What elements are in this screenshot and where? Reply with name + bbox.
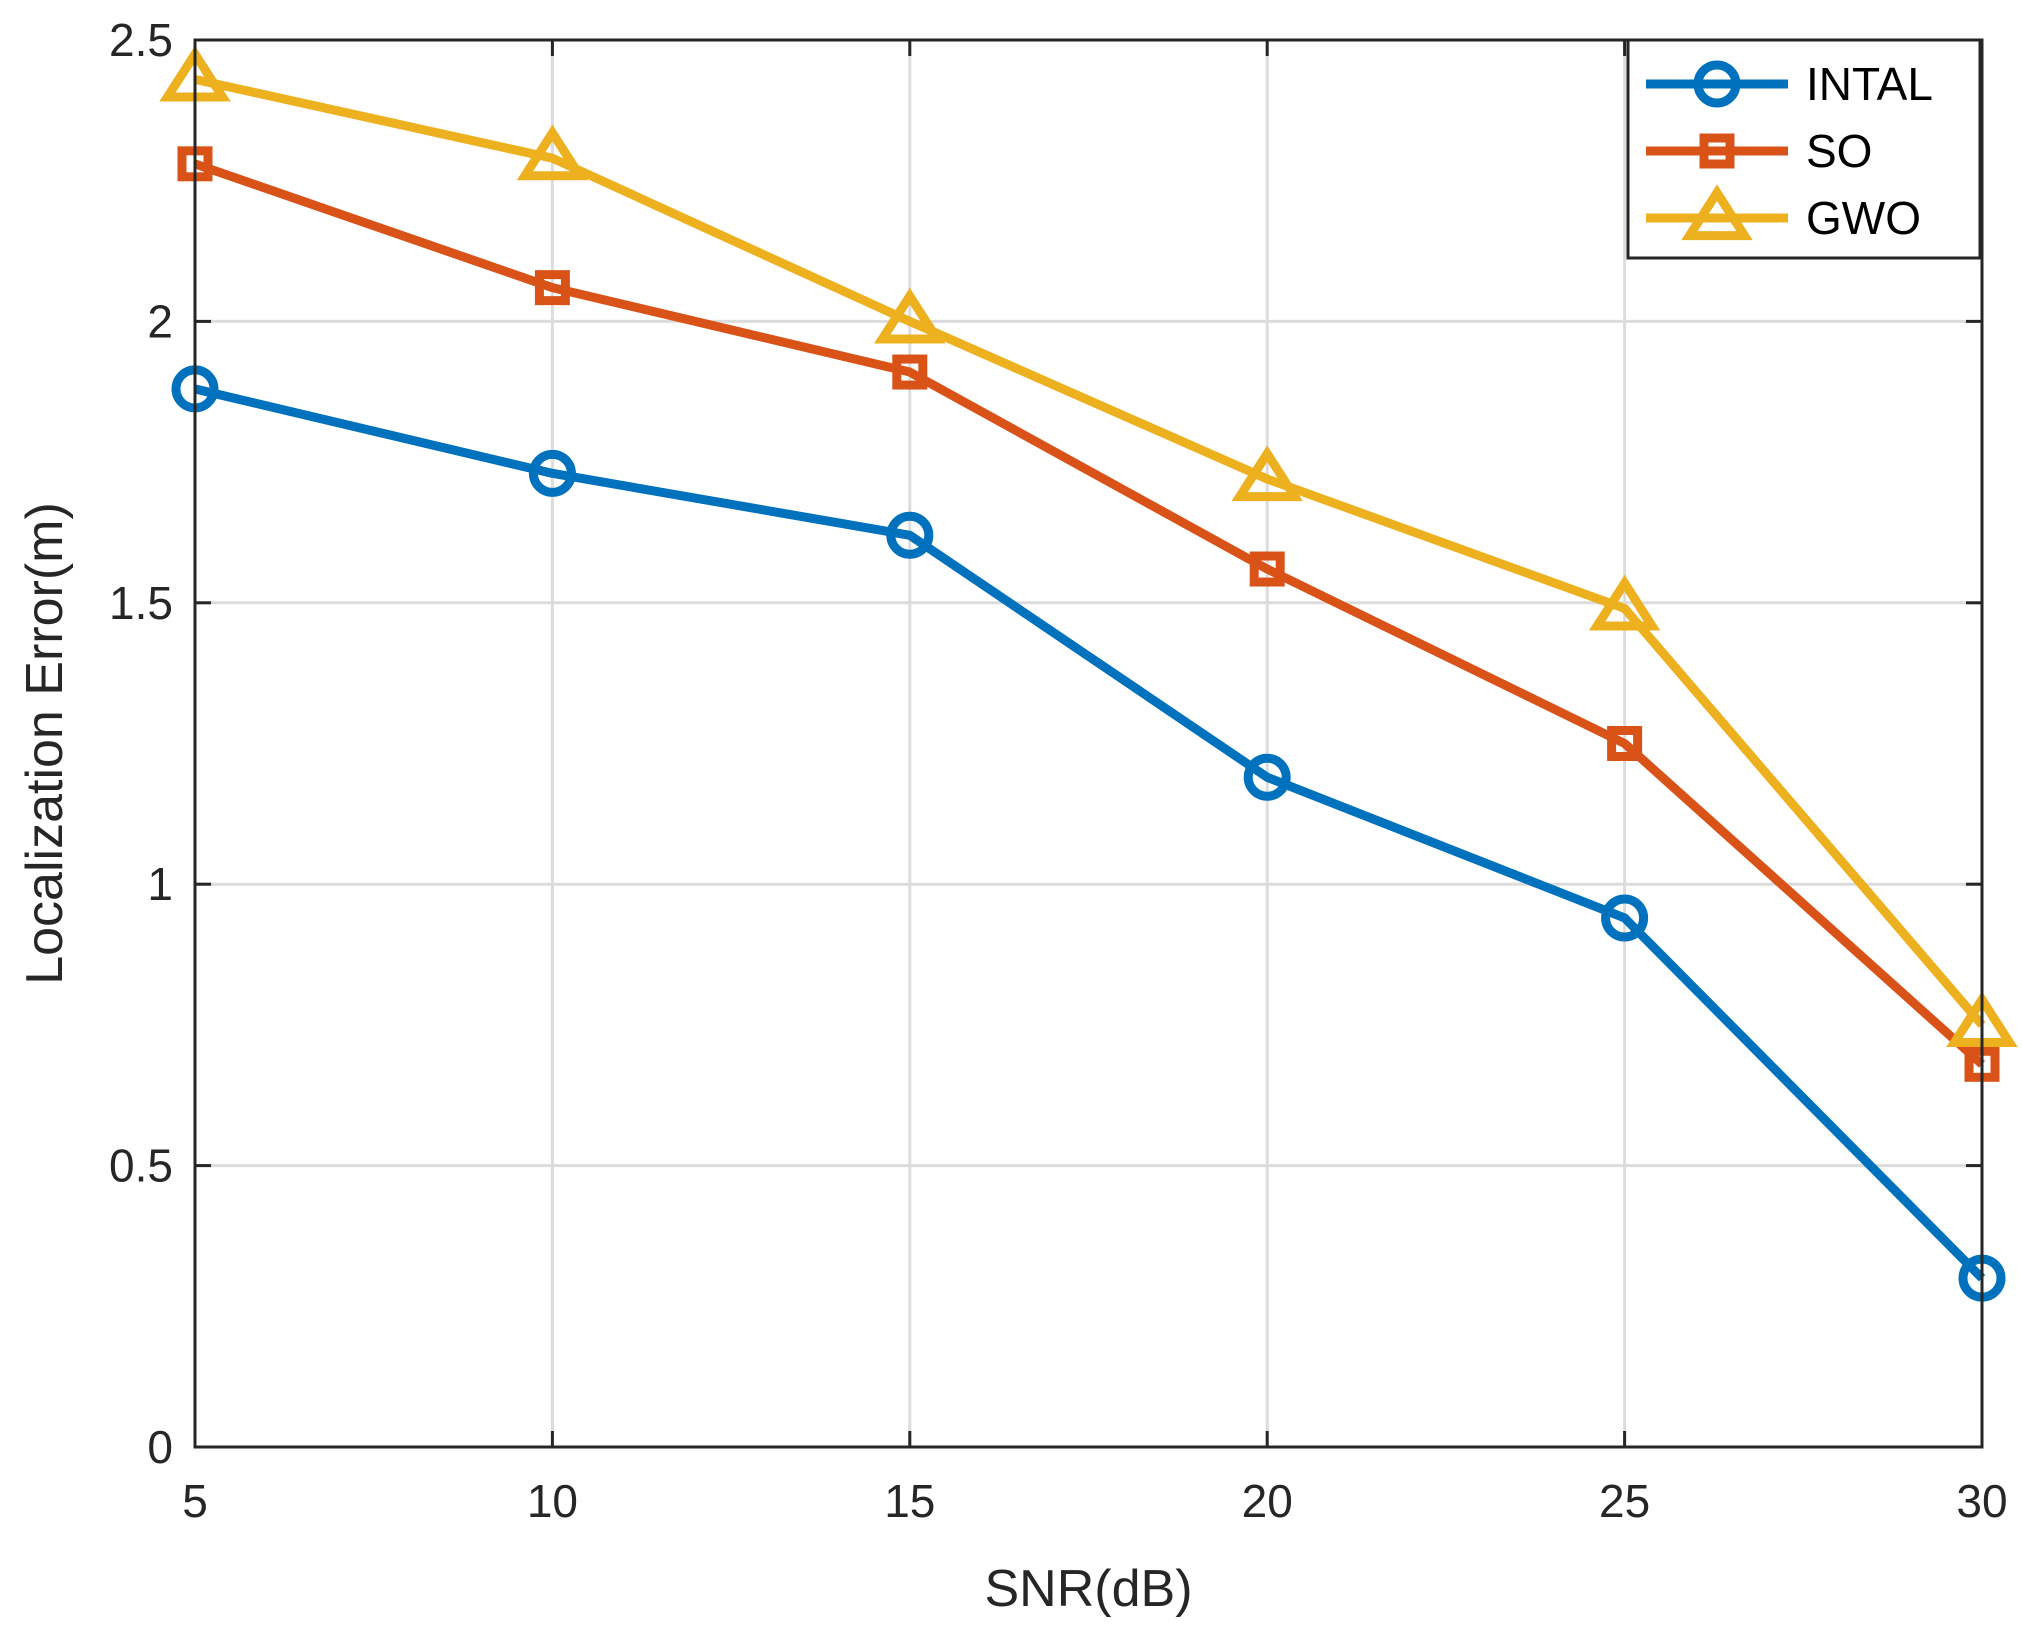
y-tick-label: 2.5 [109,14,173,66]
x-axis-label: SNR(dB) [984,1560,1192,1618]
legend-item-so: SO [1646,125,1872,177]
legend-gwo-point [1681,184,1753,241]
legend-intal-point [1693,60,1741,108]
ticks: 5 10 15 20 25 30 0 0.5 1 1.5 2 2.5 [109,14,2008,1527]
series-so-point [892,354,928,390]
series-intal-line [193,384,1986,1282]
series-intal-point [528,449,576,497]
legend-item-intal: INTAL [1646,58,1933,110]
series-gwo-point [516,124,589,181]
series-gwo-point [1588,574,1661,631]
series-so-point [1249,551,1285,587]
series-so-point [534,270,570,306]
series-intal-point [1243,753,1291,801]
x-tick-label: 5 [182,1475,208,1527]
legend-label-gwo: GWO [1806,192,1921,244]
legend-so-point [1699,133,1735,169]
y-tick-label: 0 [147,1421,173,1473]
legend-item-gwo: GWO [1646,184,1921,244]
series-gwo-point [874,287,946,344]
legend: INTAL SO GWO [1626,38,1982,260]
x-tick-label: 20 [1242,1475,1293,1527]
x-tick-label: 10 [527,1475,578,1527]
y-tick-label: 0.5 [109,1140,173,1192]
series-so-point [1607,726,1643,761]
legend-label-so: SO [1806,125,1872,177]
y-tick-label: 1.5 [109,577,173,629]
series-gwo-line [194,75,1986,1028]
y-axis-label: Localization Error(m) [16,502,74,985]
series-group [159,45,2018,1302]
y-tick-label: 2 [147,295,173,347]
legend-label-intal: INTAL [1806,58,1933,110]
x-tick-label: 25 [1599,1475,1650,1527]
series-intal-point [886,511,934,559]
axes-box [193,38,1984,1449]
series-intal-point [1601,894,1649,942]
x-tick-label: 30 [1956,1475,2007,1527]
y-tick-label: 1 [147,858,173,910]
series-so-line [193,159,1986,1068]
series-gwo-point [1231,445,1303,502]
x-tick-label: 15 [884,1475,935,1527]
